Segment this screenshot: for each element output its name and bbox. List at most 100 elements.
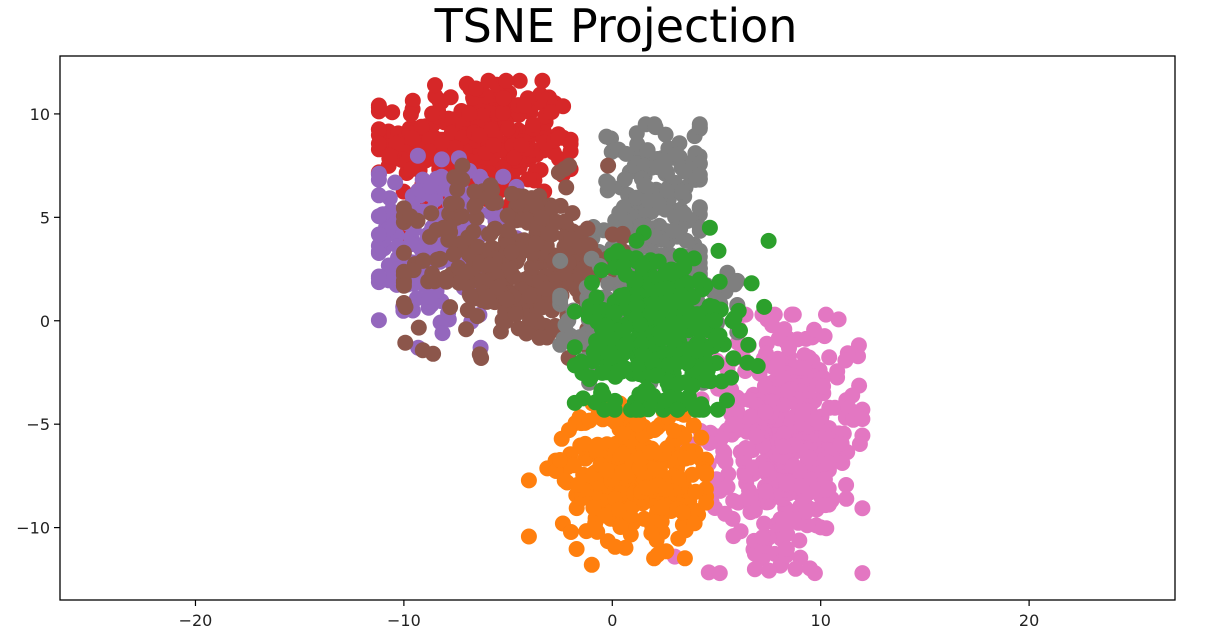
data-point bbox=[397, 334, 414, 351]
data-point bbox=[583, 556, 600, 573]
y-tick-label: −5 bbox=[26, 415, 50, 434]
data-point bbox=[601, 343, 618, 360]
data-point bbox=[370, 97, 387, 114]
data-point bbox=[577, 435, 594, 452]
data-point bbox=[834, 455, 851, 471]
data-point bbox=[685, 417, 702, 434]
data-point bbox=[404, 130, 421, 147]
data-point bbox=[413, 118, 430, 135]
data-point bbox=[395, 244, 412, 261]
data-point bbox=[609, 243, 626, 260]
data-point bbox=[821, 349, 838, 366]
data-point bbox=[812, 519, 829, 536]
data-point bbox=[632, 316, 649, 333]
data-point bbox=[673, 183, 690, 200]
data-point bbox=[589, 436, 606, 453]
data-point bbox=[757, 404, 774, 421]
ticks-layer: −20 −10 0 10 20 −10 −5 0 5 10 bbox=[16, 105, 1039, 630]
data-point bbox=[758, 461, 775, 478]
data-point bbox=[693, 400, 710, 417]
data-point bbox=[815, 378, 832, 395]
data-point bbox=[563, 524, 579, 540]
data-point bbox=[775, 425, 792, 442]
data-point bbox=[614, 464, 631, 481]
data-point bbox=[600, 275, 617, 292]
data-point bbox=[686, 515, 703, 532]
data-point bbox=[854, 500, 871, 517]
data-point bbox=[573, 353, 590, 370]
data-point bbox=[588, 289, 605, 306]
data-point bbox=[521, 288, 538, 305]
data-point bbox=[458, 321, 475, 338]
data-point bbox=[470, 238, 486, 255]
data-point bbox=[684, 377, 701, 394]
data-point bbox=[484, 182, 501, 199]
data-point bbox=[500, 120, 517, 137]
data-point bbox=[674, 260, 691, 277]
data-point bbox=[544, 199, 561, 216]
data-point bbox=[640, 192, 657, 209]
data-point bbox=[461, 105, 478, 122]
data-point bbox=[820, 454, 837, 471]
data-point bbox=[614, 425, 631, 442]
data-point bbox=[465, 223, 482, 240]
data-point bbox=[669, 401, 686, 418]
data-point bbox=[568, 541, 585, 557]
data-point bbox=[481, 226, 497, 243]
data-point bbox=[597, 507, 613, 524]
data-point bbox=[628, 232, 645, 249]
data-point bbox=[458, 264, 474, 281]
data-point bbox=[422, 178, 439, 195]
data-point bbox=[614, 228, 631, 245]
data-point bbox=[628, 125, 645, 142]
data-point bbox=[596, 330, 613, 347]
data-point bbox=[757, 483, 774, 500]
data-point bbox=[642, 444, 659, 461]
data-point bbox=[708, 332, 725, 349]
data-point bbox=[691, 200, 708, 217]
data-point bbox=[618, 145, 635, 162]
data-point bbox=[424, 105, 441, 122]
data-point bbox=[600, 174, 617, 191]
data-point bbox=[545, 144, 562, 161]
data-point bbox=[533, 209, 550, 226]
data-point bbox=[781, 340, 797, 356]
data-point bbox=[436, 180, 453, 197]
data-point bbox=[821, 399, 838, 416]
data-point bbox=[549, 214, 566, 230]
data-point bbox=[668, 389, 685, 406]
data-point bbox=[531, 329, 548, 346]
data-point bbox=[516, 97, 532, 114]
data-point bbox=[776, 396, 793, 413]
x-tick-label: 0 bbox=[607, 611, 617, 630]
data-point bbox=[454, 157, 471, 174]
data-point bbox=[725, 350, 742, 367]
data-point bbox=[598, 128, 615, 145]
data-point bbox=[422, 228, 438, 245]
data-point bbox=[557, 316, 574, 333]
points-layer bbox=[370, 72, 871, 582]
data-point bbox=[635, 346, 651, 363]
data-point bbox=[784, 306, 801, 323]
data-point bbox=[791, 463, 808, 480]
data-point bbox=[409, 147, 426, 164]
data-point bbox=[466, 198, 483, 215]
data-point bbox=[581, 412, 598, 429]
data-point bbox=[618, 336, 635, 353]
data-point bbox=[461, 286, 478, 303]
data-point bbox=[614, 287, 631, 304]
data-point bbox=[756, 515, 773, 532]
axes-frame bbox=[59, 55, 1176, 601]
data-point bbox=[692, 272, 709, 289]
data-point bbox=[756, 298, 773, 315]
data-point bbox=[723, 369, 740, 386]
data-point bbox=[543, 104, 560, 120]
data-point bbox=[538, 280, 555, 297]
data-point bbox=[675, 504, 691, 521]
data-point bbox=[607, 538, 624, 555]
data-point bbox=[655, 152, 672, 168]
data-point bbox=[748, 428, 765, 445]
data-point bbox=[668, 146, 685, 163]
data-point bbox=[854, 565, 871, 582]
data-point bbox=[387, 174, 404, 191]
